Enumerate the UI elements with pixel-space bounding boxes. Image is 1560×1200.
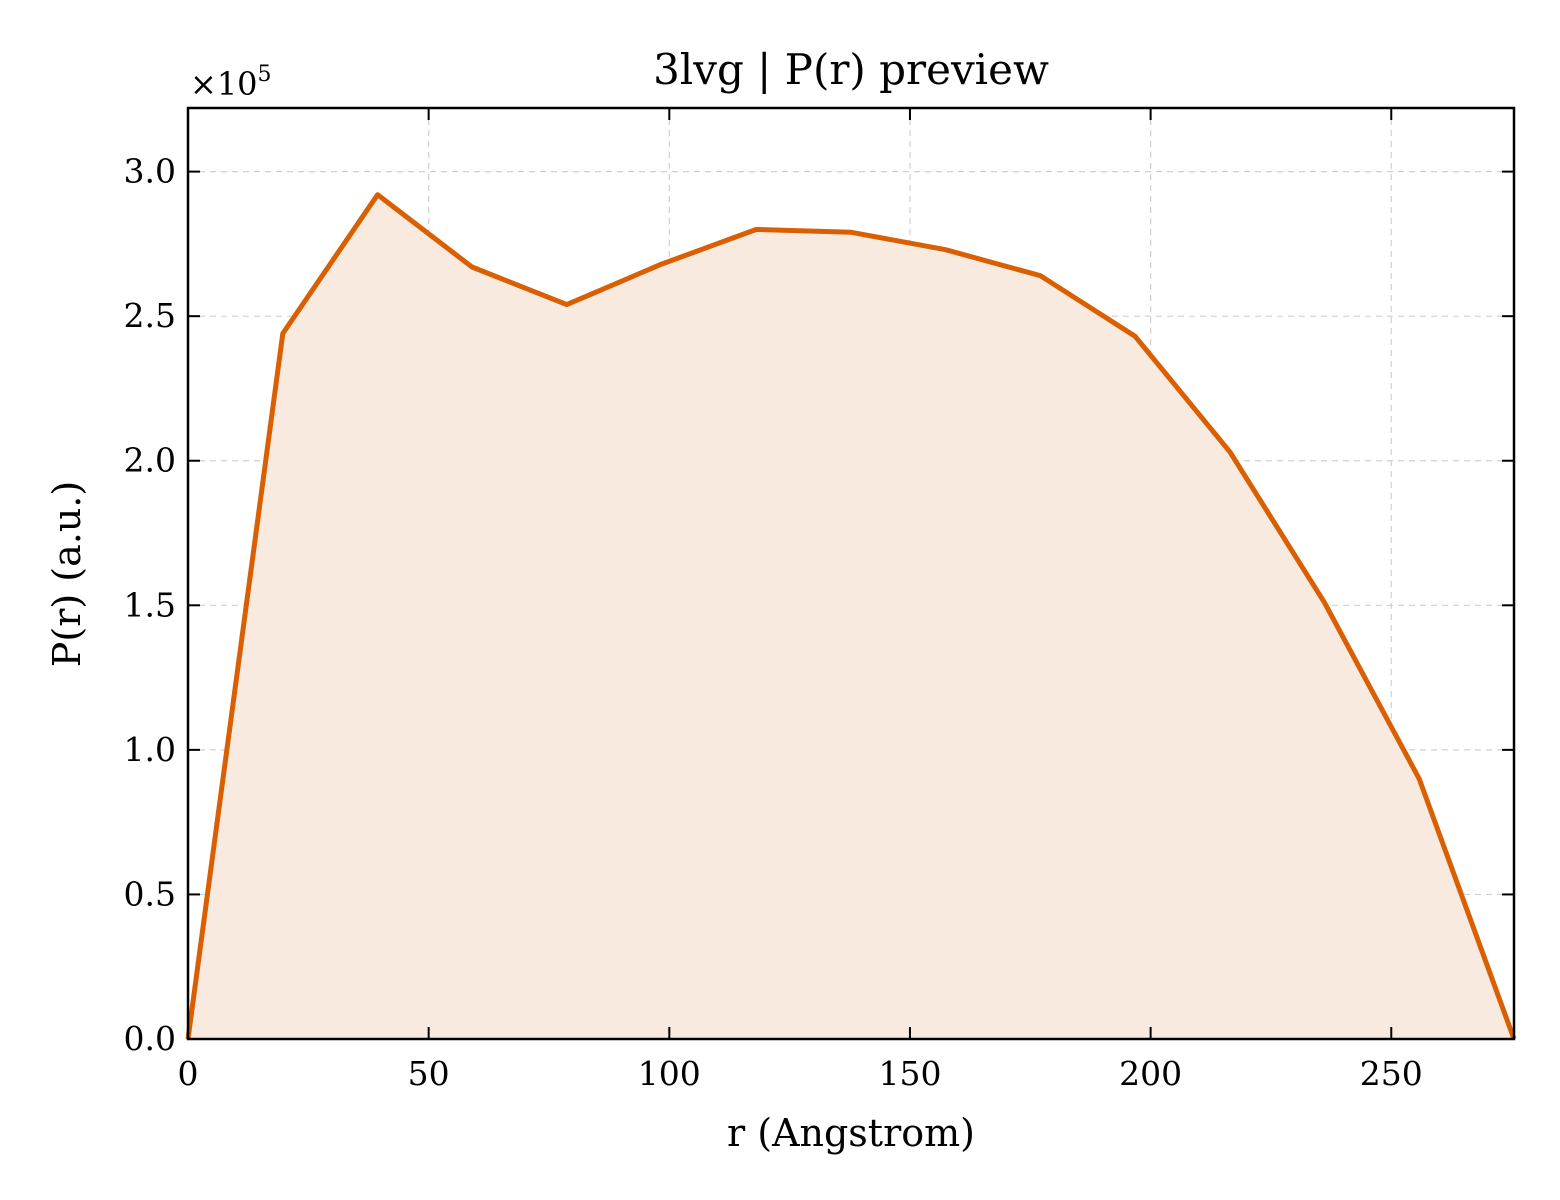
y-tick-label: 0.5 — [124, 874, 176, 913]
chart-title: 3lvg | P(r) preview — [653, 45, 1049, 94]
x-tick-label: 150 — [878, 1054, 941, 1093]
x-axis-label: r (Angstrom) — [727, 1111, 975, 1155]
x-tick-label: 50 — [408, 1054, 450, 1093]
y-tick-label: 1.5 — [124, 585, 176, 624]
offset-base: ×10 — [190, 65, 258, 103]
y-tick-label: 3.0 — [124, 152, 176, 191]
y-tick-label: 0.0 — [124, 1019, 176, 1058]
plot-frame — [186, 106, 1516, 1041]
x-tick-label: 0 — [178, 1054, 199, 1093]
y-tick-label: 2.0 — [124, 441, 176, 480]
y-tick-label: 2.5 — [124, 296, 176, 335]
x-tick-labels: 0 50 100 150 200 250 — [178, 1054, 1423, 1093]
x-tick-label: 100 — [638, 1054, 701, 1093]
y-tick-labels: 0.0 0.5 1.0 1.5 2.0 2.5 3.0 — [124, 152, 176, 1058]
pr-area-fill — [188, 194, 1514, 1039]
x-tick-label: 250 — [1360, 1054, 1423, 1093]
y-tick-label: 1.0 — [124, 730, 176, 769]
pr-series-line — [185, 192, 1517, 1040]
x-tick-label: 200 — [1119, 1054, 1182, 1093]
y-offset-multiplier: ×105 — [190, 62, 272, 103]
offset-exponent: 5 — [258, 62, 272, 87]
y-axis-label: P(r) (a.u.) — [45, 481, 89, 667]
